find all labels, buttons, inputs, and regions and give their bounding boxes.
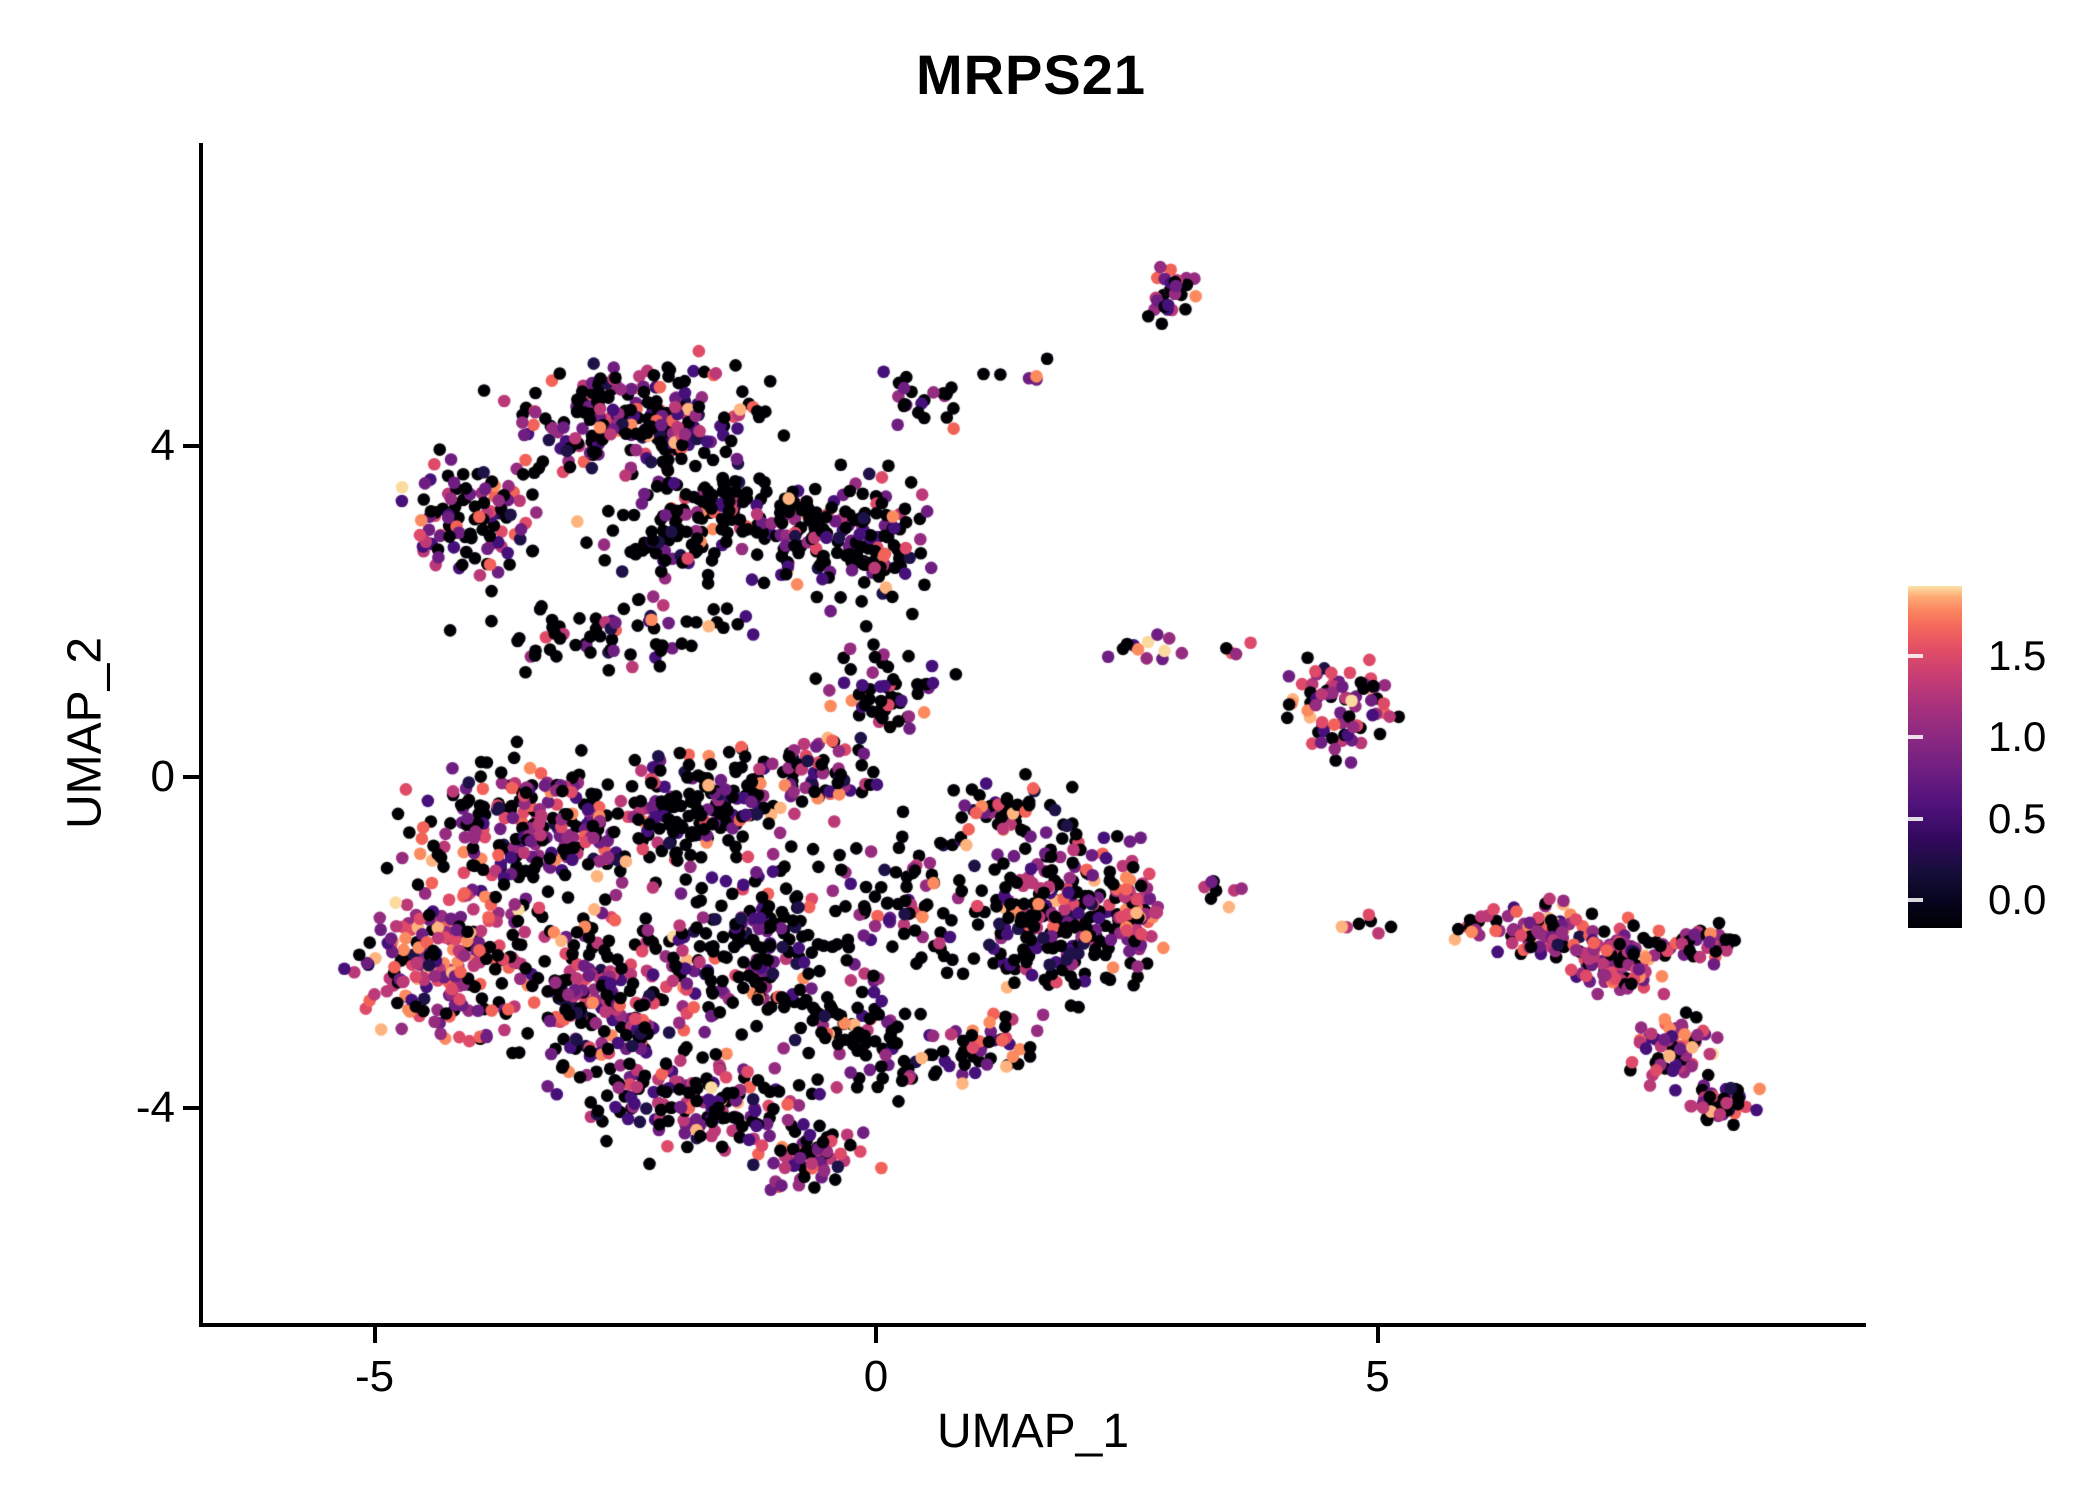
legend-tick-mark [1908, 898, 1923, 903]
legend-tick-label: 1.5 [1988, 632, 2047, 680]
x-tick-label: 5 [1365, 1352, 1390, 1401]
y-tick-label: 4 [150, 421, 175, 471]
y-axis-line [199, 143, 203, 1327]
legend-tick-mark [1908, 654, 1923, 659]
x-tick-mark [372, 1327, 377, 1343]
y-tick-label: 0 [150, 752, 175, 802]
y-tick-label: -4 [135, 1083, 175, 1132]
y-tick-mark [183, 444, 199, 449]
umap-scatter-canvas [201, 143, 1862, 1323]
y-tick-mark [183, 775, 199, 780]
x-tick-mark [1375, 1327, 1380, 1343]
x-tick-mark [874, 1327, 879, 1343]
x-axis-title: UMAP_1 [936, 1405, 1130, 1458]
y-tick-mark [183, 1106, 199, 1110]
x-tick-label: 0 [863, 1352, 889, 1401]
y-axis-title: UMAP_2 [58, 636, 112, 830]
legend-colorbar [1908, 586, 1962, 928]
chart-title: MRPS21 [915, 43, 1147, 106]
legend-tick-label: 0.5 [1988, 794, 2047, 842]
x-axis-line [199, 1323, 1866, 1327]
legend-tick-label: 0.0 [1988, 876, 2047, 924]
legend-tick-mark [1908, 735, 1923, 740]
legend-tick-label: 1.0 [1988, 713, 2047, 761]
legend-tick-mark [1908, 816, 1923, 821]
x-tick-label: -5 [354, 1352, 395, 1401]
